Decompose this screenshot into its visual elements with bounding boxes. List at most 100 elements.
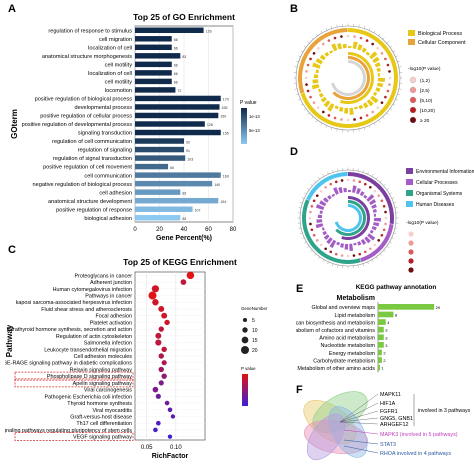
kegg-enrichment-bubble-chart: 0.05 0.10 Proteoglycans in cancerAdherent … (5, 257, 268, 460)
legend-tick-label: 1e-13 (249, 114, 260, 119)
bar (378, 357, 382, 363)
scale-tick (296, 60, 299, 63)
gene-count-bar (331, 193, 336, 197)
pvalue-dot (333, 36, 337, 40)
x-axis-title: Gene Percent(%) (156, 235, 212, 242)
gene-count-bar (344, 107, 348, 114)
bar (135, 70, 172, 76)
scale-tick (307, 112, 310, 115)
x-tick-label: 60 (205, 227, 212, 233)
category-label: biological adhesion (84, 216, 132, 222)
pvalue-dot (319, 243, 323, 247)
scale-tick (398, 66, 402, 68)
scale-tick (327, 171, 329, 175)
gene-pointer-line (339, 421, 379, 425)
scale-tick (300, 50, 304, 53)
scale-tick (382, 37, 385, 40)
scale-tick (376, 177, 378, 180)
gene-count-bar (364, 236, 371, 244)
scale-tick (358, 128, 360, 132)
gene-count-bar (319, 54, 326, 61)
bar-value-label: 66 (174, 72, 178, 76)
category-label: Viral carcinogenesis (84, 388, 132, 394)
scale-tick (307, 41, 310, 44)
scale-tick (371, 174, 374, 177)
pvalue-dot (346, 34, 350, 38)
scale-tick (310, 249, 313, 252)
scale-tick (332, 169, 334, 173)
pvalue-dot (322, 42, 325, 46)
bar-value-label: 29 (436, 305, 441, 310)
bubble (164, 319, 170, 326)
scale-tick (320, 122, 323, 126)
category-label: positive regulation of response (56, 207, 132, 213)
scale-tick (357, 168, 359, 172)
scale-tick (358, 24, 360, 28)
gene-count-bar (373, 222, 380, 227)
bar-value-label: 169 (223, 174, 229, 178)
bubble (161, 346, 167, 352)
gene-count-bar (348, 189, 352, 193)
category-label: Apelin signaling pathway (73, 381, 133, 387)
pvalue-dot (359, 36, 363, 40)
category-label: Cell adhesion molecules (74, 354, 133, 360)
pvalue-dot (305, 83, 308, 86)
scale-tick (378, 119, 381, 123)
scale-tick (315, 33, 318, 37)
scale-tick (311, 116, 314, 119)
gene-count-bar (354, 106, 358, 110)
gene-count-bar (375, 87, 381, 93)
category-label: Lipid metabolism (335, 313, 376, 319)
scale-tick (367, 171, 369, 175)
pvalue-dot (353, 35, 356, 38)
pvalue-dot (384, 95, 387, 99)
gene-count-bar (323, 100, 331, 108)
bubble (164, 400, 170, 406)
scale-tick (395, 98, 398, 101)
scale-tick (318, 177, 320, 180)
category-label: Parathyroid hormone synthesis, secretion… (6, 327, 132, 333)
scale-tick (307, 246, 310, 248)
gene-count-bar (377, 72, 381, 77)
bubble (148, 291, 157, 300)
bubble (170, 414, 176, 419)
bar-value-label: 83 (182, 191, 186, 195)
gene-count-bar (358, 104, 364, 110)
bar-value-label: 2 (383, 358, 386, 363)
bar-value-label: 4 (387, 320, 390, 325)
category-legend-swatch (406, 201, 413, 207)
scale-tick (330, 127, 333, 130)
category-legend-label: Human Diseases (416, 202, 455, 208)
category-label: regulation of response to stimulus (48, 28, 132, 34)
pvalue-dot (382, 228, 386, 232)
scale-tick (299, 232, 303, 234)
pvalue-legend-marker (408, 231, 414, 237)
pvalue-dot (346, 118, 350, 122)
category-label: Human cytomegalovirus infection (53, 287, 132, 293)
pvalue-dot (384, 57, 387, 61)
pvalue-dot (319, 189, 323, 193)
category-label: positive regulation of developmental pro… (22, 122, 133, 128)
scale-tick (368, 28, 371, 31)
pvalue-legend-marker (408, 258, 414, 264)
scale-tick (310, 184, 313, 187)
gene-pointer-line (343, 445, 379, 454)
bar (135, 121, 205, 127)
bar (378, 334, 384, 341)
category-legend-swatch (406, 190, 413, 196)
category-legend-label: Biological Process (418, 31, 462, 37)
category-label: cell motility (105, 62, 133, 68)
scale-tick (304, 241, 307, 244)
category-label: anatomical structure morphogenesis (42, 54, 132, 60)
gene-count-bar (371, 203, 377, 209)
scale-tick (322, 174, 325, 177)
pvalue-dot (384, 222, 387, 226)
scale-tick (320, 30, 323, 34)
gene-count-bar (323, 234, 330, 240)
pvalue-dot (358, 252, 362, 256)
category-label: positive regulation of cellular process (40, 114, 132, 120)
gene-count-bar (323, 197, 329, 203)
category-label: Nucleotide metabolism (320, 343, 375, 349)
category-legend-label: Organismal Systems (416, 191, 463, 197)
gene-count-bar (318, 92, 324, 98)
